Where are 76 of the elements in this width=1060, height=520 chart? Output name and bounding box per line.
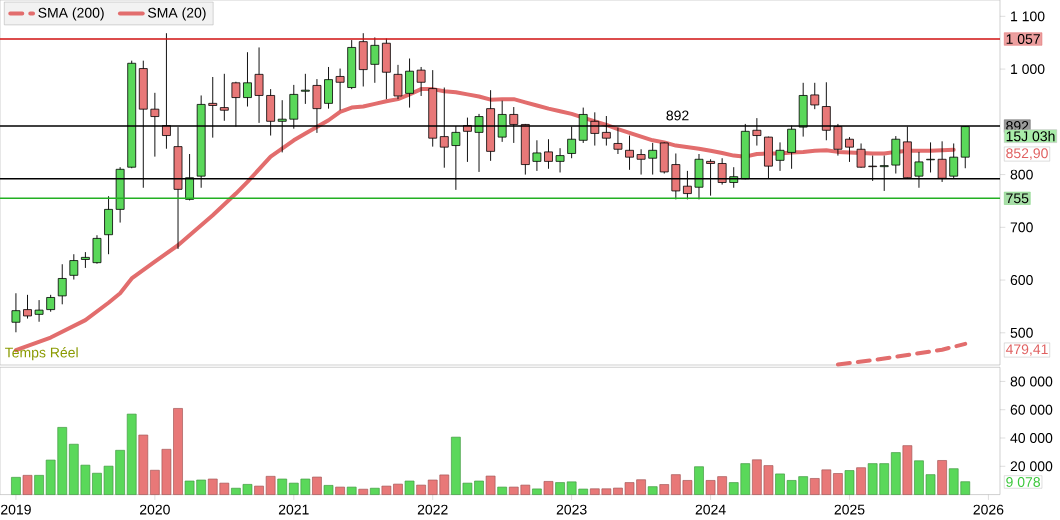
candlestick — [555, 147, 565, 173]
annotation: 892 — [666, 110, 689, 121]
y-tick-label: 1 000 — [1011, 64, 1045, 75]
x-tick-label: 2020 — [140, 504, 170, 515]
bar — [126, 413, 137, 495]
bar — [485, 475, 496, 495]
candlestick — [219, 73, 229, 122]
y-tick-label: 60 000 — [1010, 404, 1053, 415]
candlestick — [11, 292, 21, 333]
candlestick — [254, 46, 264, 124]
bar — [543, 481, 554, 495]
bar — [404, 480, 415, 495]
y-tick-label: 800 — [1010, 169, 1033, 180]
x-tick-label: 2023 — [556, 504, 587, 515]
candlestick — [69, 253, 79, 281]
bar — [277, 478, 288, 495]
candlestick — [856, 142, 866, 169]
y-tick-label: 500 — [1010, 327, 1033, 338]
x-tick-label: 2021 — [278, 504, 309, 515]
candlestick — [532, 139, 542, 172]
bar — [659, 484, 670, 495]
bar — [890, 452, 901, 495]
x-tick-label: 2024 — [695, 504, 726, 515]
y-tick-label: 40 000 — [1010, 433, 1053, 443]
y-tick-label: 700 — [1010, 222, 1033, 233]
bar — [856, 467, 866, 495]
bar — [369, 487, 380, 495]
bar — [532, 488, 542, 495]
candlestick — [775, 141, 785, 172]
candlestick — [625, 135, 634, 171]
candlestick — [405, 58, 414, 109]
y-tick-label: 80 000 — [1010, 376, 1053, 387]
bar — [497, 486, 508, 495]
bar — [844, 470, 855, 495]
text: 9 078 — [1006, 477, 1040, 487]
bar — [34, 475, 44, 495]
y-tick-label: 600 — [1010, 275, 1033, 286]
ref-line-label: 755 — [1006, 193, 1029, 204]
bar — [335, 486, 345, 495]
bar — [346, 486, 357, 495]
candlestick — [845, 136, 854, 163]
bar — [416, 484, 426, 495]
bar — [323, 485, 334, 495]
bar — [312, 476, 322, 495]
candlestick — [324, 66, 333, 110]
candlestick — [544, 138, 553, 170]
x-tick-label: 2026 — [973, 504, 1004, 515]
candlestick — [648, 142, 658, 176]
bar — [902, 445, 913, 495]
bar — [358, 488, 369, 495]
text: 852,90 — [1006, 148, 1048, 160]
bar — [937, 460, 947, 495]
candlestick — [243, 51, 252, 107]
candlestick — [23, 294, 32, 320]
candlestick — [57, 263, 67, 305]
candlestick — [370, 36, 380, 84]
candlestick — [636, 148, 646, 176]
bar — [833, 473, 843, 495]
candlestick — [34, 299, 44, 323]
x-tick-label: 2022 — [417, 504, 448, 515]
bar — [647, 486, 658, 495]
legend-label: SMA (200) — [38, 7, 104, 21]
bar — [22, 475, 33, 495]
ref-line-label: 1 057 — [1006, 34, 1040, 44]
y-tick-label: 20 000 — [1010, 461, 1053, 472]
legend-label: SMA (20) — [148, 7, 206, 21]
x-tick-label: 2025 — [834, 504, 865, 515]
bar — [11, 476, 21, 495]
annotation: Temps Réel — [5, 347, 78, 361]
x-tick-label: 2019 — [1, 504, 31, 515]
candlestick — [300, 73, 310, 105]
y-tick-label: 1 100 — [1011, 11, 1045, 22]
bar — [138, 434, 149, 495]
text: 479,41 — [1005, 344, 1048, 356]
candlestick — [810, 82, 820, 110]
bar — [694, 466, 704, 495]
